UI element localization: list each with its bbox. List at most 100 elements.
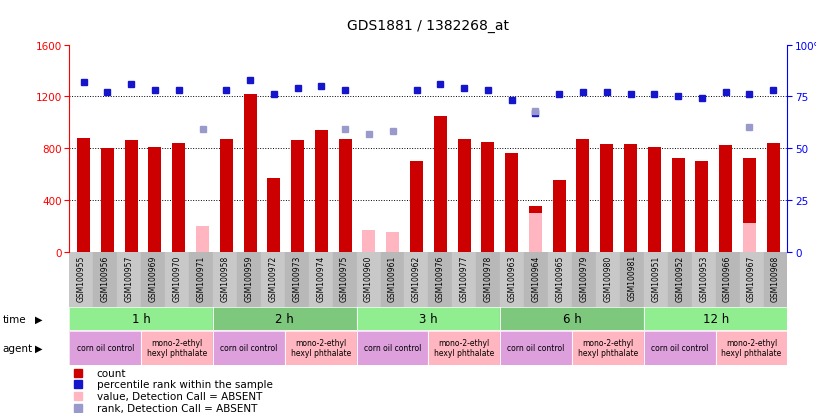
Bar [165,252,189,308]
Text: GSM100951: GSM100951 [651,255,660,301]
Text: GSM100979: GSM100979 [579,255,588,301]
Text: GSM100959: GSM100959 [244,255,254,301]
Bar [357,308,500,330]
Bar [524,252,548,308]
Text: GSM100967: GSM100967 [747,255,756,301]
Text: GSM100955: GSM100955 [77,255,86,301]
Text: agent: agent [2,343,33,353]
Text: 1 h: 1 h [132,313,150,325]
Text: GSM100978: GSM100978 [484,255,493,301]
Text: corn oil control: corn oil control [220,344,277,352]
Text: GSM100957: GSM100957 [125,255,134,301]
Text: GSM100963: GSM100963 [508,255,517,301]
Bar [339,140,352,252]
Bar [719,146,732,252]
Bar [291,141,304,252]
Text: GSM100976: GSM100976 [436,255,445,301]
Text: time: time [2,314,26,324]
Text: value, Detection Call = ABSENT: value, Detection Call = ABSENT [96,392,262,401]
Text: ▶: ▶ [35,343,43,353]
Bar [672,159,685,252]
Bar [596,252,620,308]
Bar [213,331,285,365]
Bar [477,252,500,308]
Bar [386,233,399,252]
Text: mono-2-ethyl
hexyl phthalate: mono-2-ethyl hexyl phthalate [434,338,494,358]
Bar [93,252,118,308]
Text: GSM100972: GSM100972 [268,255,277,301]
Bar [767,143,780,252]
Text: GSM100956: GSM100956 [100,255,110,301]
Bar [69,252,93,308]
Bar [268,178,281,252]
Bar [500,308,644,330]
Text: GSM100953: GSM100953 [699,255,708,301]
Bar [716,331,787,365]
Bar [743,159,756,252]
Bar [285,331,357,365]
Bar [644,252,667,308]
Bar [237,252,261,308]
Bar [764,252,787,308]
Text: GSM100952: GSM100952 [675,255,685,301]
Bar [333,252,357,308]
Bar [69,331,141,365]
Bar [141,252,165,308]
Bar [620,252,644,308]
Bar [362,230,375,252]
Text: corn oil control: corn oil control [508,344,565,352]
Bar [716,252,739,308]
Text: GSM100969: GSM100969 [149,255,157,301]
Bar [189,252,213,308]
Text: GSM100975: GSM100975 [340,255,349,301]
Text: 12 h: 12 h [703,313,729,325]
Bar [213,308,357,330]
Bar [572,331,644,365]
Bar [172,143,185,252]
Text: GDS1881 / 1382268_at: GDS1881 / 1382268_at [348,19,509,33]
Bar [308,252,333,308]
Text: corn oil control: corn oil control [364,344,421,352]
Bar [220,140,233,252]
Text: GSM100977: GSM100977 [459,255,469,301]
Text: 6 h: 6 h [563,313,581,325]
Bar [505,154,518,252]
Bar [434,116,447,252]
Bar [405,252,428,308]
Bar [69,308,213,330]
Bar [118,252,141,308]
Text: 2 h: 2 h [276,313,294,325]
Bar [529,207,542,252]
Bar [576,140,589,252]
Text: 3 h: 3 h [419,313,437,325]
Bar [552,181,565,252]
Text: ▶: ▶ [35,314,43,324]
Bar [428,331,500,365]
Text: GSM100962: GSM100962 [412,255,421,301]
Text: GSM100964: GSM100964 [531,255,541,301]
Text: mono-2-ethyl
hexyl phthalate: mono-2-ethyl hexyl phthalate [290,338,351,358]
Bar [243,95,256,252]
Bar [743,223,756,252]
Bar [644,331,716,365]
Text: rank, Detection Call = ABSENT: rank, Detection Call = ABSENT [96,403,257,413]
Bar [601,145,614,252]
Text: mono-2-ethyl
hexyl phthalate: mono-2-ethyl hexyl phthalate [147,338,207,358]
Bar [452,252,477,308]
Bar [739,252,764,308]
Text: GSM100968: GSM100968 [771,255,780,301]
Bar [481,142,494,252]
Bar [644,308,787,330]
Bar [500,252,524,308]
Bar [695,161,708,252]
Bar [77,138,90,252]
Text: GSM100981: GSM100981 [628,255,636,301]
Text: GSM100966: GSM100966 [723,255,732,301]
Text: GSM100973: GSM100973 [292,255,301,301]
Text: GSM100965: GSM100965 [556,255,565,301]
Bar [692,252,716,308]
Bar [624,145,637,252]
Bar [410,161,423,252]
Bar [500,331,572,365]
Bar [261,252,285,308]
